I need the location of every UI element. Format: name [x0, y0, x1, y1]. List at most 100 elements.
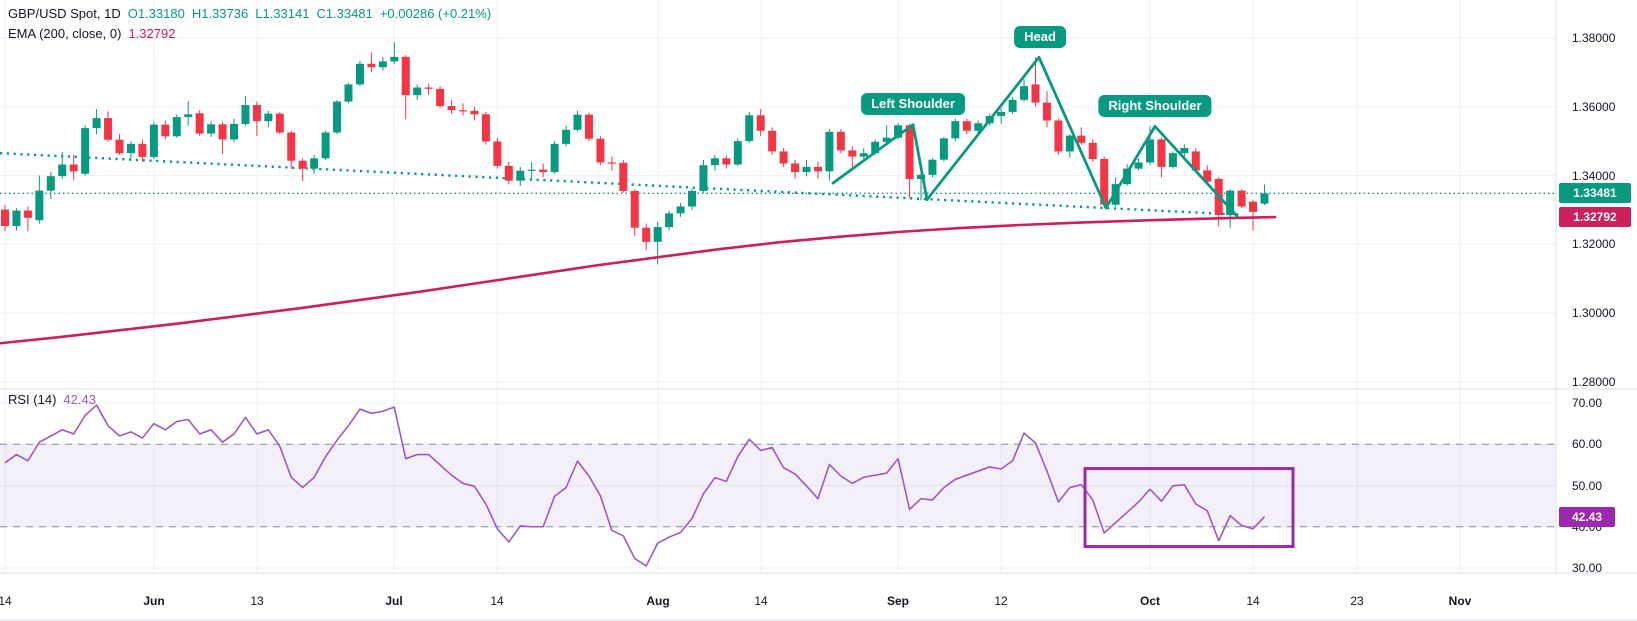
candle-body — [459, 110, 467, 112]
candle-body — [104, 118, 113, 140]
price-axis-label: 1.28000 — [1572, 374, 1616, 389]
candle-body — [894, 125, 903, 138]
candle-body — [126, 143, 135, 154]
candle-body — [1191, 151, 1200, 171]
candle-body — [596, 138, 605, 163]
rsi-value-badge: 42.43 — [1559, 506, 1615, 527]
candle-body — [138, 143, 147, 157]
candle-body — [836, 131, 845, 151]
candle-body — [69, 164, 78, 172]
rsi-line — [4, 404, 1266, 567]
candle-body — [676, 206, 685, 214]
ema-price-badge: 1.32792 — [1559, 207, 1631, 228]
candle-body — [756, 115, 765, 131]
candle-body — [791, 163, 800, 173]
candle-body — [642, 227, 651, 242]
head-label[interactable]: Head — [1014, 26, 1066, 48]
candle-body — [23, 210, 32, 218]
candle-body — [974, 123, 983, 131]
candle-body — [917, 174, 925, 179]
candle-body — [413, 87, 422, 96]
rsi-axis-label: 70.00 — [1572, 396, 1603, 410]
ema-value: 1.32792 — [128, 26, 176, 41]
candle-body — [310, 158, 319, 169]
ema-legend[interactable]: EMA (200, close, 0) 1.32792 — [8, 26, 175, 41]
candle-body — [172, 117, 181, 137]
candle-body — [241, 105, 250, 124]
time-axis-label: 14 — [1246, 594, 1260, 608]
candle-body — [928, 159, 937, 175]
candle-body — [481, 114, 490, 142]
candle-body — [1065, 135, 1074, 152]
candle-body — [859, 153, 868, 157]
time-axis-label: Oct — [1139, 594, 1160, 608]
candle-body — [115, 139, 124, 154]
time-axis-label: Nov — [1448, 594, 1472, 608]
ema-label: EMA (200, close, 0) — [8, 26, 122, 41]
time-axis[interactable]: 14 Jun 13 Jul 14 Aug 14 Sep 12 Oct 14 23 Nov — [0, 573, 1637, 621]
candle-body — [207, 124, 216, 134]
time-axis-label: 12 — [994, 594, 1008, 608]
candle-body — [550, 143, 559, 173]
candle-body — [1203, 170, 1212, 182]
candle-body — [264, 113, 273, 122]
candle-body — [470, 110, 479, 115]
candle-body — [195, 113, 204, 134]
candle-body — [1249, 201, 1258, 212]
candle-body — [355, 63, 364, 85]
right-shoulder-label[interactable]: Right Shoulder — [1098, 95, 1212, 117]
candle-body — [516, 170, 525, 181]
candle-body — [871, 141, 880, 154]
candle-body — [218, 124, 227, 140]
price-axis-label: 1.38000 — [1572, 31, 1616, 45]
time-axis-label: 23 — [1350, 594, 1364, 608]
candle-body — [1123, 168, 1132, 185]
candle-body — [504, 165, 513, 181]
time-axis-label: 14 — [0, 594, 12, 608]
candle-body — [378, 61, 387, 68]
rsi-axis-label: 60.00 — [1572, 437, 1603, 452]
candle-body — [630, 190, 639, 228]
candle-body — [527, 169, 536, 171]
candle-body — [1088, 142, 1097, 159]
candle-body — [493, 141, 502, 166]
candle-body — [321, 132, 330, 159]
candle-body — [287, 132, 296, 161]
candle-body — [573, 114, 582, 130]
candle-body — [1260, 193, 1269, 204]
candle-body — [584, 114, 593, 139]
candle-body — [333, 101, 342, 133]
candle-body — [1020, 86, 1029, 100]
candle-body — [1077, 135, 1086, 143]
candle-body — [951, 121, 960, 139]
time-axis-label: 14 — [490, 594, 504, 608]
candle-body — [905, 125, 914, 179]
ema-200-line — [0, 215, 1277, 345]
price-axis-label: 1.34000 — [1572, 168, 1616, 183]
candle-body — [1168, 153, 1177, 167]
candle-body — [768, 130, 777, 152]
candle-body — [275, 113, 284, 133]
time-axis-label: 14 — [754, 594, 768, 608]
price-change: +0.00286 (+0.21%) — [379, 6, 492, 21]
symbol-legend[interactable]: GBP/USD Spot, 1D O1.33180 H1.33736 L1.33… — [8, 6, 491, 21]
ohlc-close: C1.33481 — [316, 6, 373, 21]
candle-body — [230, 123, 238, 140]
candle-body — [962, 121, 971, 131]
rsi-axis-label: 30.00 — [1572, 561, 1603, 575]
time-axis-label: 13 — [250, 594, 264, 608]
left-shoulder-label[interactable]: Left Shoulder — [861, 93, 965, 115]
rsi-legend[interactable]: RSI (14) 42.43 — [8, 392, 96, 407]
price-axis-label: 1.32000 — [1572, 237, 1616, 252]
candle-body — [733, 141, 742, 165]
candle-body — [882, 137, 891, 142]
ohlc-low: L1.33141 — [255, 6, 310, 21]
candle-body — [424, 87, 433, 89]
candle-body — [12, 210, 21, 227]
candle-body — [1, 209, 9, 227]
rsi-highlight-box[interactable] — [1083, 467, 1295, 549]
price-axis-label: 1.36000 — [1572, 99, 1616, 114]
price-axis[interactable]: 1.38000 1.36000 1.34000 1.32000 1.30000 1.280… — [1556, 0, 1637, 575]
